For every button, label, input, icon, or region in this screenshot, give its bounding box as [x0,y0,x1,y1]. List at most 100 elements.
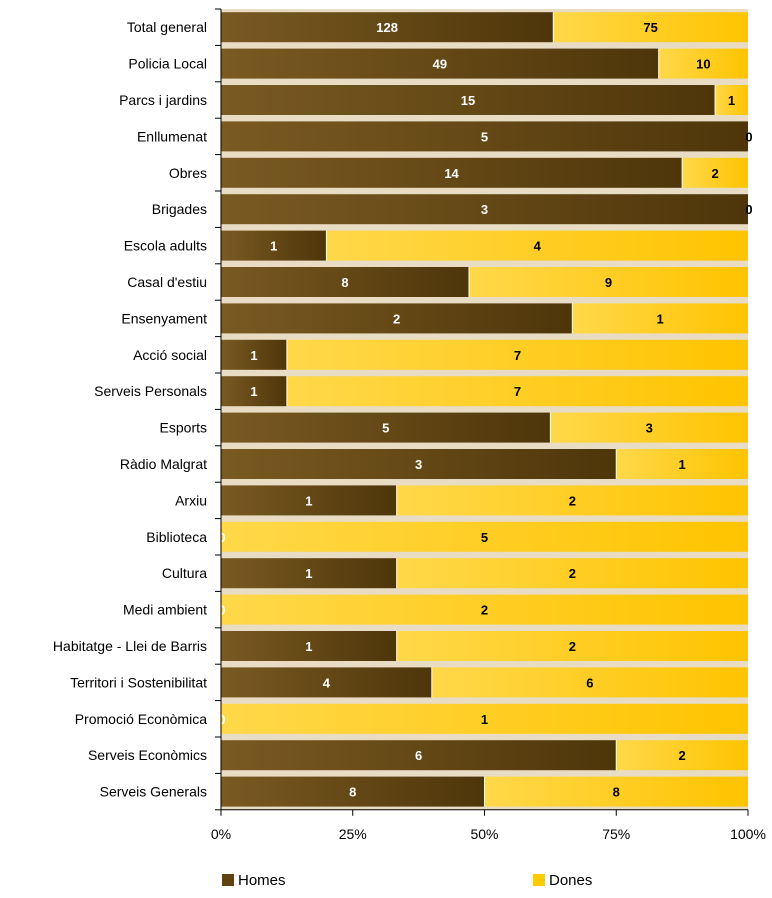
value-label-homes-territori-i-sostenibilitat: 4 [323,675,331,690]
value-label-homes-escola-adults: 1 [270,239,277,254]
value-label-homes-cultura: 1 [305,566,312,581]
category-label-policia-local: Policia Local [128,56,207,72]
value-label-homes-serveis-personals: 1 [250,384,257,399]
value-label-dones-serveis-economics: 2 [679,748,686,763]
bar-homes-radio-malgrat [221,449,617,479]
value-label-homes-total-general: 128 [376,20,398,35]
bar-homes-obres [221,157,683,188]
value-label-dones-brigades: 0 [745,202,752,217]
bar-homes-serveis-economics [221,740,617,771]
bar-dones-serveis-generals [484,776,748,807]
legend-label-dones: Dones [549,872,592,889]
value-label-homes-policia-local: 49 [433,57,447,72]
category-label-ensenyament: Ensenyament [121,310,207,326]
legend-swatch-homes [222,874,234,886]
value-label-homes-promocio-economica: 0 [218,712,225,727]
value-label-dones-parcs-i-jardins: 1 [728,93,735,108]
value-label-homes-brigades: 3 [481,202,488,217]
value-label-homes-medi-ambient: 0 [218,603,225,618]
bar-homes-enllumenat [221,121,748,152]
x-tick-label-50pct: 50% [470,826,498,842]
bar-homes-brigades [221,194,748,225]
bar-homes-serveis-personals [221,376,287,407]
value-label-dones-enllumenat: 0 [745,129,752,144]
category-label-arxiu: Arxiu [175,492,207,508]
value-label-dones-esports: 3 [646,421,653,436]
bar-dones-policia-local [658,48,748,79]
category-label-total-general: Total general [127,19,207,35]
bar-dones-radio-malgrat [616,449,748,479]
legend-label-homes: Homes [238,872,286,889]
value-label-homes-enllumenat: 5 [481,129,488,144]
bar-homes-territori-i-sostenibilitat [221,667,432,698]
bar-homes-habitatge-llei-de-barris [221,631,397,661]
bar-homes-ensenyament [221,303,573,334]
value-label-dones-total-general: 75 [643,20,657,35]
axis-layer: 0% 25% 50% 75% 100% [211,8,766,842]
value-label-homes-habitatge-llei-de-barris: 1 [305,639,312,654]
value-label-homes-radio-malgrat: 3 [415,457,422,472]
bar-homes-accio-social [221,339,287,370]
value-label-homes-serveis-economics: 6 [415,748,422,763]
value-label-homes-casal-d-estiu: 8 [341,275,348,290]
category-label-habitatge-llei-de-barris: Habitatge - Llei de Barris [53,638,207,654]
category-label-radio-malgrat: Ràdio Malgrat [120,456,207,472]
value-label-dones-casal-d-estiu: 9 [605,275,612,290]
bar-homes-cultura [221,558,397,589]
category-label-biblioteca: Biblioteca [146,529,207,545]
bar-dones-obres [682,157,748,188]
value-label-dones-territori-i-sostenibilitat: 6 [586,675,593,690]
value-label-dones-biblioteca: 5 [481,530,488,545]
value-label-dones-escola-adults: 4 [534,239,542,254]
x-tick-label-100pct: 100% [730,826,766,842]
category-label-serveis-generals: Serveis Generals [100,784,207,800]
bar-dones-accio-social [286,339,748,370]
bar-dones-serveis-economics [616,740,748,771]
category-label-esports: Esports [160,420,207,436]
bar-homes-esports [221,412,551,443]
category-label-escola-adults: Escola adults [124,238,207,254]
value-label-homes-serveis-generals: 8 [349,785,356,800]
bar-dones-arxiu [396,485,748,516]
bar-homes-arxiu [221,485,397,516]
bar-homes-parcs-i-jardins [221,85,716,115]
value-label-homes-biblioteca: 0 [218,530,225,545]
bar-homes-casal-d-estiu [221,267,469,297]
category-label-medi-ambient: Medi ambient [123,602,207,618]
category-label-parcs-i-jardins: Parcs i jardins [119,92,207,108]
category-label-enllumenat: Enllumenat [137,128,207,144]
bar-dones-territori-i-sostenibilitat [431,667,748,698]
bar-dones-medi-ambient [221,594,748,625]
legend: Homes Dones [222,872,592,889]
value-label-dones-ensenyament: 1 [657,311,664,326]
x-tick-label-75pct: 75% [602,826,630,842]
legend-swatch-dones [533,874,545,886]
category-label-brigades: Brigades [152,201,207,217]
bar-dones-escola-adults [326,230,748,261]
category-label-territori-i-sostenibilitat: Territori i Sostenibilitat [70,674,207,690]
bar-homes-total-general [221,12,554,43]
value-label-homes-parcs-i-jardins: 15 [461,93,475,108]
bar-homes-serveis-generals [221,776,485,807]
value-label-dones-serveis-generals: 8 [613,785,620,800]
category-label-cultura: Cultura [162,565,207,581]
bar-dones-esports [550,412,748,443]
bar-dones-ensenyament [572,303,748,334]
category-label-serveis-economics: Serveis Econòmics [88,747,207,763]
category-label-accio-social: Acció social [133,347,207,363]
value-label-homes-obres: 14 [444,166,459,181]
bar-dones-total-general [553,12,748,43]
value-label-homes-arxiu: 1 [305,493,312,508]
value-label-dones-obres: 2 [711,166,718,181]
value-label-dones-arxiu: 2 [569,493,576,508]
bar-dones-casal-d-estiu [469,267,748,297]
bar-dones-serveis-personals [286,376,748,407]
value-label-dones-radio-malgrat: 1 [679,457,686,472]
value-label-dones-serveis-personals: 7 [514,384,521,399]
bar-dones-cultura [396,558,748,589]
value-label-dones-medi-ambient: 2 [481,603,488,618]
value-label-dones-habitatge-llei-de-barris: 2 [569,639,576,654]
x-tick-label-25pct: 25% [339,826,367,842]
